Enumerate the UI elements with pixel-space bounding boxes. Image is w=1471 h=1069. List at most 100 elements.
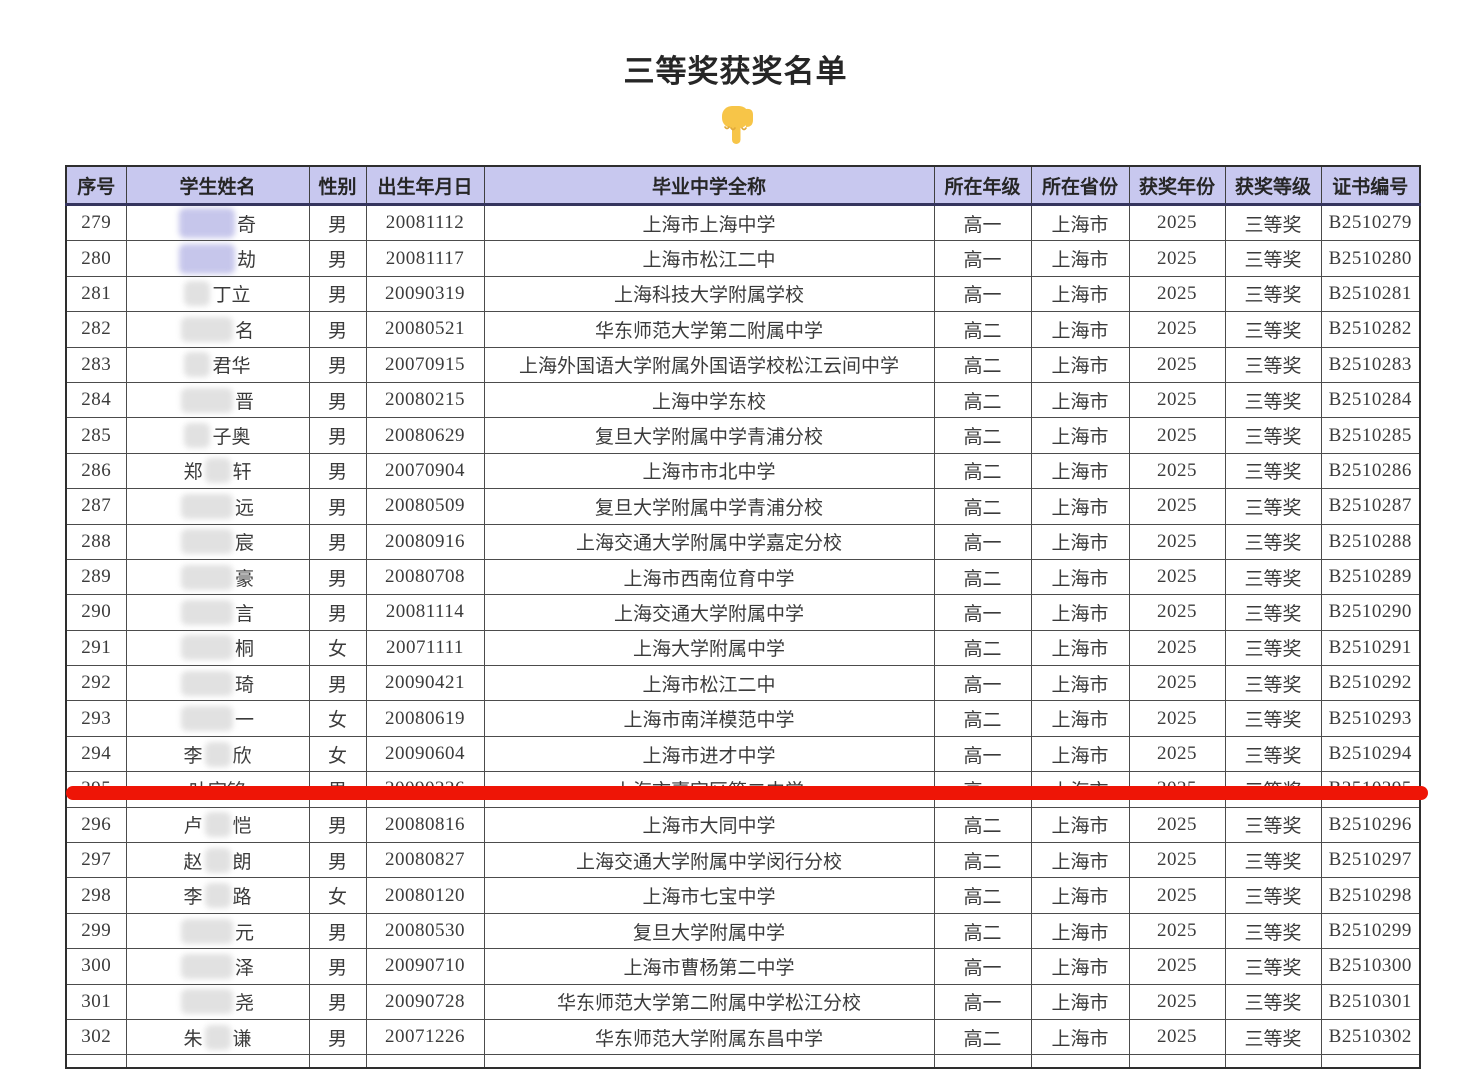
cell-school: 上海交通大学附属中学 [483, 594, 935, 631]
cell-cert-number: B2510283 [1320, 346, 1421, 383]
name-content: 丁立 [129, 280, 307, 307]
cell-student-name: 一 [125, 700, 310, 737]
cell-school: 上海交通大学附属中学闵行分校 [483, 842, 935, 879]
cell-grade: 高一 [933, 523, 1032, 560]
column-header-1: 学生姓名 [125, 165, 310, 206]
cell-school: 华东师范大学附属东昌中学 [483, 1018, 935, 1056]
name-redaction-smudge [180, 316, 233, 342]
cell-grade: 高二 [933, 558, 1032, 596]
cell-gender: 男 [308, 381, 367, 419]
cell-gender: 女 [308, 629, 367, 667]
cell-dob: 20080816 [365, 806, 485, 844]
cell-empty [1224, 1054, 1322, 1069]
cell-serial: 279 [65, 203, 127, 242]
cell-award-year: 2025 [1128, 735, 1226, 773]
cell-student-name: 赵朗 [125, 842, 310, 879]
cell-award-level: 三等奖 [1224, 912, 1322, 950]
cell-student-name: 元 [125, 912, 310, 950]
cell-award-level: 三等奖 [1224, 488, 1322, 525]
cell-student-name: 远 [125, 488, 310, 525]
table-row: 297 赵朗男 20080827 上海交通大学附属中学闵行分校 高二 上海市 2025 三等奖… [65, 842, 1421, 879]
cell-award-year: 2025 [1128, 806, 1226, 844]
name-text: 君华 [212, 356, 251, 378]
column-header-5: 所在年级 [933, 165, 1032, 206]
column-header-3: 出生年月日 [365, 165, 485, 206]
cell-student-name: 李路 [125, 877, 310, 914]
table-row: 288 宸 男 20080916 上海交通大学附属中学嘉定分校 高一 上海市 2025 三等奖 B… [65, 523, 1421, 560]
name-text: 尧 [234, 993, 254, 1015]
cell-award-year: 2025 [1128, 203, 1226, 242]
column-header-4: 毕业中学全称 [483, 165, 935, 206]
cell-award-year: 2025 [1128, 558, 1226, 596]
table-row: 285 子奥 男 20080629 复旦大学附属中学青浦分校 高二 上海市 2025 三等奖 B2… [65, 417, 1421, 454]
cell-school: 上海市大同中学 [483, 806, 935, 844]
cell-award-level: 三等奖 [1224, 629, 1322, 667]
cell-gender: 男 [308, 417, 367, 454]
cell-serial: 286 [65, 452, 127, 490]
cell-dob: 20071226 [365, 1018, 485, 1056]
cell-school: 华东师范大学第二附属中学 [483, 311, 935, 348]
cell-school: 上海市松江二中 [483, 665, 935, 702]
cell-award-level: 三等奖 [1224, 203, 1322, 242]
cell-school: 复旦大学附属中学 [483, 912, 935, 950]
cell-school: 上海市南洋模范中学 [483, 700, 935, 737]
cell-award-level: 三等奖 [1224, 275, 1322, 313]
name-content: 宸 [129, 528, 307, 555]
cell-serial: 290 [65, 594, 127, 631]
name-text-lead: 李 [183, 887, 203, 909]
cell-cert-number: B2510279 [1320, 203, 1421, 242]
cell-province: 上海市 [1030, 452, 1130, 490]
name-content: 泽 [129, 953, 307, 980]
cell-dob: 20070915 [365, 346, 485, 383]
cell-gender: 男 [308, 275, 367, 313]
cell-province: 上海市 [1030, 311, 1130, 348]
cell-province: 上海市 [1030, 275, 1130, 313]
cell-dob: 20090421 [365, 665, 485, 702]
cell-dob: 20071111 [365, 629, 485, 667]
name-redaction-smudge [180, 918, 233, 944]
cell-award-level: 三等奖 [1224, 948, 1322, 985]
cell-serial: 294 [65, 735, 127, 773]
name-text-lead: 郑 [183, 462, 203, 484]
cell-gender: 男 [308, 488, 367, 525]
cell-dob: 20080215 [365, 381, 485, 419]
column-header-8: 获奖等级 [1224, 165, 1322, 206]
name-content: 桐 [129, 634, 307, 661]
cell-school: 上海市西南位育中学 [483, 558, 935, 596]
cell-empty [308, 1054, 367, 1069]
cell-school: 复旦大学附属中学青浦分校 [483, 488, 935, 525]
cell-gender: 男 [308, 558, 367, 596]
name-redaction-smudge [180, 599, 233, 625]
table-row: 286 郑轩男 20070904 上海市市北中学 高二 上海市 2025 三等奖 B251028… [65, 452, 1421, 490]
name-redaction-smudge [180, 493, 233, 519]
cell-empty [65, 1054, 127, 1069]
cell-award-level: 三等奖 [1224, 700, 1322, 737]
cell-province: 上海市 [1030, 806, 1130, 844]
cell-empty [933, 1054, 1032, 1069]
cell-grade: 高二 [933, 629, 1032, 667]
column-header-0: 序号 [65, 165, 127, 206]
cell-cert-number: B2510292 [1320, 665, 1421, 702]
cell-award-level: 三等奖 [1224, 806, 1322, 844]
cell-award-year: 2025 [1128, 842, 1226, 879]
table-row: 289 豪 男 20080708 上海市西南位育中学 高二 上海市 2025 三等奖 B25102… [65, 558, 1421, 596]
name-text: 奇 [236, 214, 256, 236]
cell-student-name: 琦 [125, 665, 310, 702]
column-header-2: 性别 [308, 165, 367, 206]
cell-dob: 20080521 [365, 311, 485, 348]
cell-province: 上海市 [1030, 735, 1130, 773]
name-redaction-smudge [180, 989, 233, 1015]
cell-gender: 男 [308, 912, 367, 950]
name-content: 李路 [129, 882, 307, 909]
table-row: 287 远 男 20080509 复旦大学附属中学青浦分校 高二 上海市 2025 三等奖 B25… [65, 488, 1421, 525]
table-row: 281 丁立 男 20090319 上海科技大学附属学校 高一 上海市 2025 三等奖 B251… [65, 275, 1421, 313]
cell-province: 上海市 [1030, 665, 1130, 702]
cell-student-name: 卢恺 [125, 806, 310, 844]
cell-grade: 高二 [933, 806, 1032, 844]
cell-province: 上海市 [1030, 381, 1130, 419]
cell-student-name: 朱谦 [125, 1018, 310, 1056]
page-title: 三等奖获奖名单 [623, 54, 848, 89]
cell-award-level: 三等奖 [1224, 417, 1322, 454]
cell-award-level: 三等奖 [1224, 594, 1322, 631]
cell-award-year: 2025 [1128, 311, 1226, 348]
